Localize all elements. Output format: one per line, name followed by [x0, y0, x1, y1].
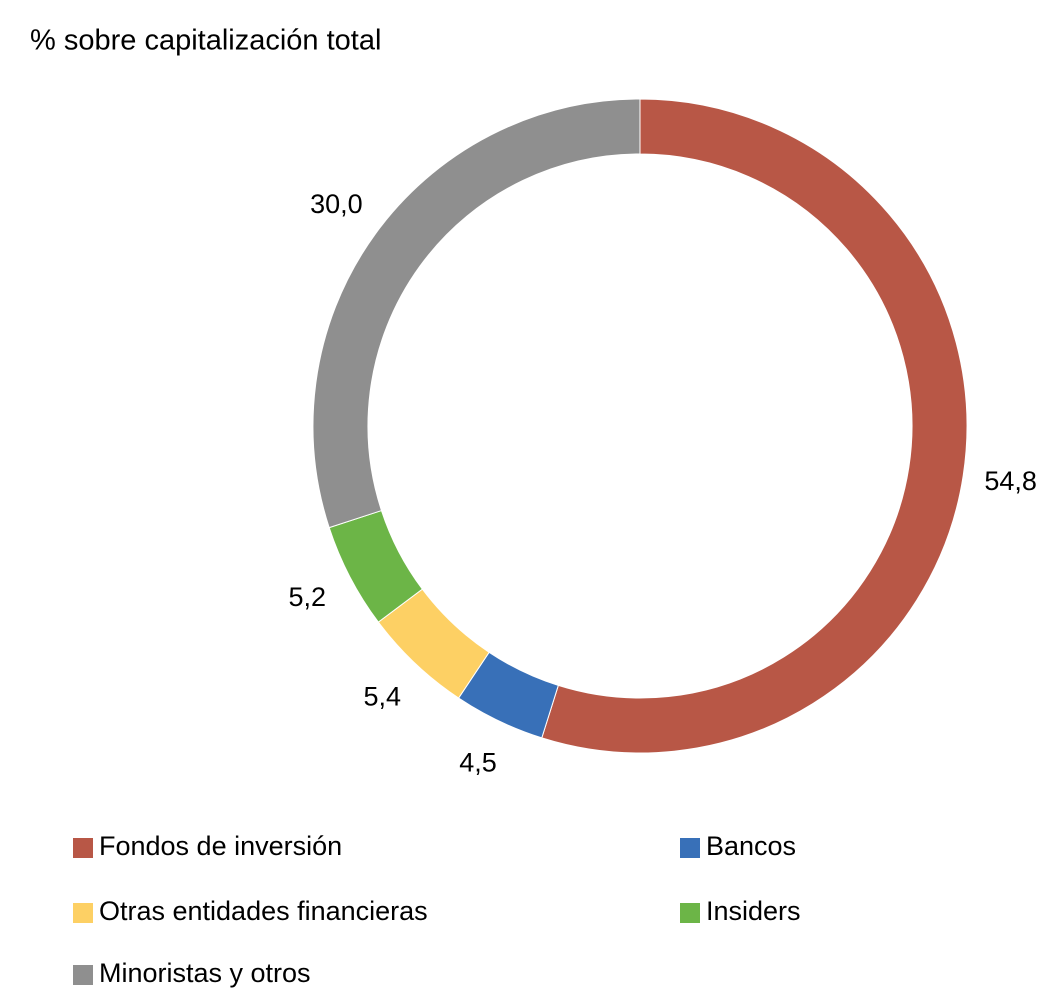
- data-label: 5,4: [363, 681, 401, 711]
- legend-swatch: [73, 965, 93, 985]
- donut-segment: [541, 98, 968, 754]
- data-label: 54,8: [984, 466, 1037, 496]
- data-label: 4,5: [459, 747, 497, 777]
- legend-swatch: [73, 838, 93, 858]
- legend-swatch: [680, 903, 700, 923]
- donut-segment: [312, 98, 641, 529]
- legend-swatch: [73, 903, 93, 923]
- data-label: 5,2: [289, 582, 327, 612]
- legend-swatch: [680, 838, 700, 858]
- legend-label: Otras entidades financieras: [99, 896, 428, 926]
- legend-label: Minoristas y otros: [99, 958, 311, 988]
- chart-title: % sobre capitalización total: [30, 25, 381, 57]
- legend-label: Insiders: [706, 896, 801, 926]
- legend-label: Fondos de inversión: [99, 831, 342, 861]
- legend-label: Bancos: [706, 831, 796, 861]
- data-label: 30,0: [310, 189, 363, 219]
